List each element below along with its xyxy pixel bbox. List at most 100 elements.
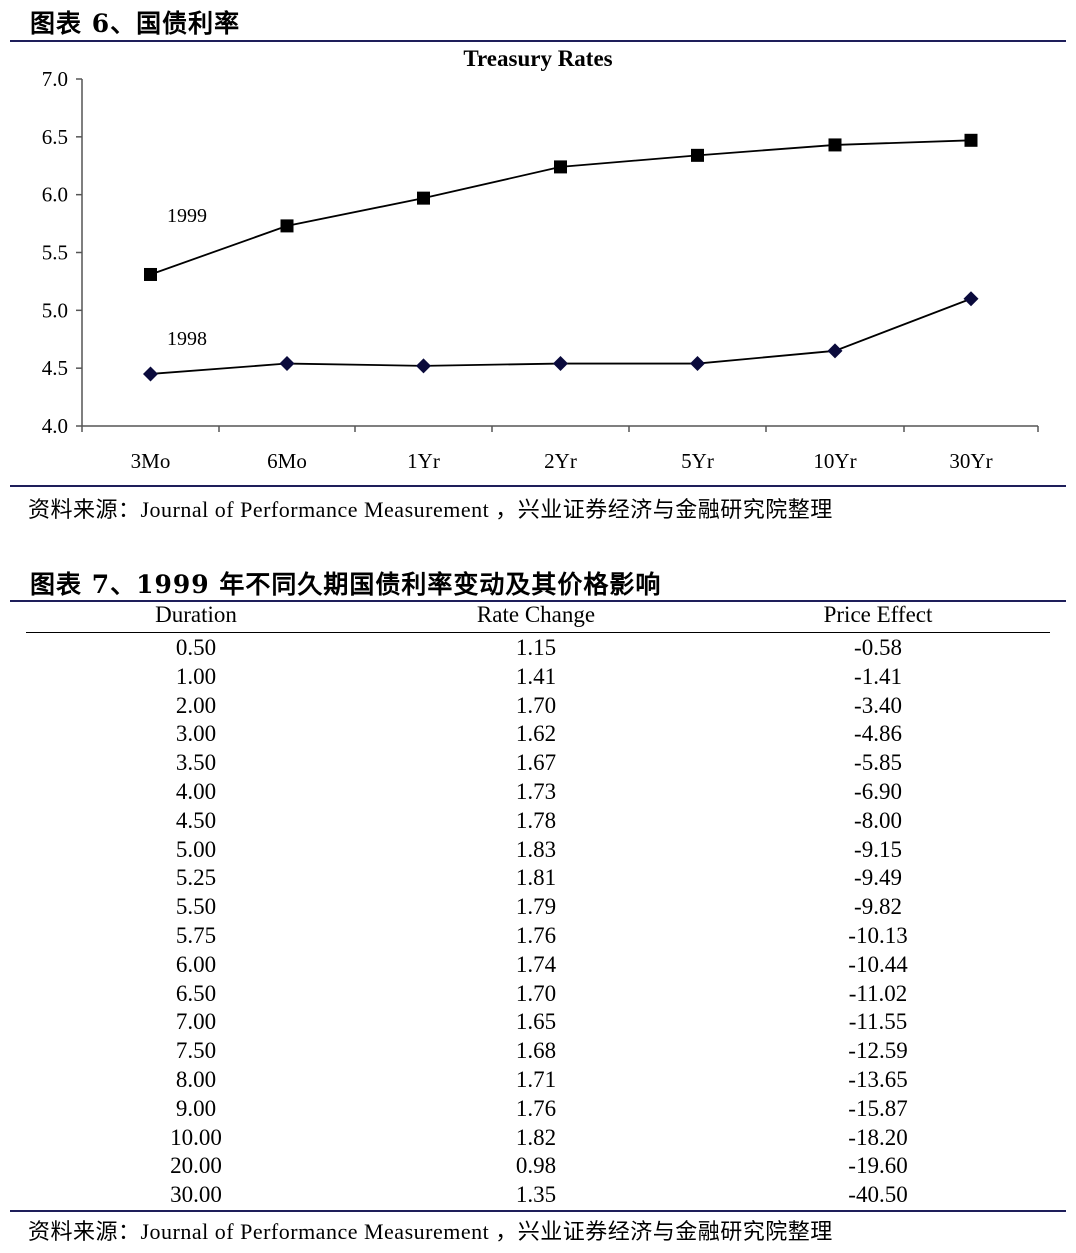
cell-rate-change: 1.81 [515, 865, 557, 891]
x-tick-label: 30Yr [949, 449, 992, 473]
table-row: 4.50 1.78 -8.00 [26, 807, 1050, 836]
cell-rate-change: 1.76 [515, 1095, 557, 1121]
table-row: 30.00 1.35 -40.50 [26, 1181, 1050, 1210]
cell-price-effect: -9.49 [854, 865, 902, 891]
table-row: 9.00 1.76 -15.87 [26, 1095, 1050, 1124]
cell-price-effect: -10.44 [848, 951, 908, 977]
cell-price-effect: -0.58 [854, 635, 902, 660]
treasury-rates-chart: Treasury Rates 7.0 6.5 6.0 5.5 5.0 4.5 4.0 3Mo 6M… [42, 46, 1039, 473]
cell-price-effect: -10.13 [848, 922, 908, 948]
cell-duration: 5.25 [175, 865, 217, 891]
cell-rate-change: 1.41 [515, 663, 557, 689]
data-point-1999 [554, 160, 567, 174]
cell-duration: 6.50 [175, 980, 217, 1006]
figure7-top-rule [10, 600, 1066, 602]
table-row: 10.00 1.82 -18.20 [26, 1124, 1050, 1153]
cell-duration: 4.00 [175, 778, 217, 804]
cell-duration: 7.00 [175, 1009, 217, 1035]
table-row: 5.50 1.79 -9.82 [26, 893, 1050, 922]
cell-duration: 7.50 [175, 1038, 217, 1064]
y-tick-label: 6.5 [42, 125, 68, 149]
table-row: 4.00 1.73 -6.90 [26, 778, 1050, 807]
series-label-1999: 1999 [167, 205, 207, 227]
cell-duration: 4.50 [175, 807, 217, 833]
cell-duration: 30.00 [170, 1182, 222, 1208]
cell-duration: 3.00 [175, 721, 217, 747]
table-row: 7.50 1.68 -12.59 [26, 1037, 1050, 1066]
table-row: 6.00 1.74 -10.44 [26, 951, 1050, 980]
cell-duration: 0.50 [175, 635, 217, 660]
table-row: 8.00 1.71 -13.65 [26, 1066, 1050, 1095]
y-tick-label: 4.0 [42, 414, 68, 438]
cell-price-effect: -19.60 [848, 1153, 908, 1179]
table-row: 5.75 1.76 -10.13 [26, 922, 1050, 951]
cell-duration: 5.50 [175, 894, 217, 920]
data-point-1998 [143, 366, 158, 382]
cell-price-effect: -1.41 [854, 663, 902, 689]
data-point-1999 [280, 219, 294, 233]
cell-duration: 9.00 [175, 1095, 217, 1121]
cell-price-effect: -4.86 [854, 721, 902, 747]
cell-price-effect: -3.40 [854, 692, 902, 718]
cell-price-effect: -40.50 [848, 1182, 908, 1208]
cell-rate-change: 1.70 [515, 692, 557, 718]
x-tick-label: 3Mo [131, 449, 171, 473]
x-tick-label: 2Yr [544, 449, 577, 473]
data-point-1999 [417, 191, 430, 205]
cell-rate-change: 1.15 [515, 635, 557, 660]
cell-duration: 6.00 [175, 951, 217, 977]
series-label-1998: 1998 [167, 328, 207, 350]
chart-title: Treasury Rates [463, 46, 612, 71]
figure7-bottom-rule [10, 1210, 1066, 1212]
cell-price-effect: -9.15 [854, 836, 902, 862]
cell-rate-change: 1.67 [515, 750, 557, 776]
x-tick-label: 5Yr [681, 449, 714, 473]
table-row: 2.00 1.70 -3.40 [26, 692, 1050, 721]
figure6-bottom-rule [10, 485, 1066, 487]
table-row: 5.00 1.83 -9.15 [26, 836, 1050, 865]
table-row: 7.00 1.65 -11.55 [26, 1008, 1050, 1037]
cell-duration: 1.00 [175, 663, 217, 689]
cell-rate-change: 1.71 [515, 1066, 557, 1092]
header-rate-change: Rate Change [476, 602, 596, 627]
cell-price-effect: -13.65 [848, 1066, 908, 1092]
data-point-1999 [964, 133, 978, 147]
cell-price-effect: -9.82 [854, 894, 902, 920]
cell-duration: 5.75 [175, 922, 217, 948]
table-row: 1.00 1.41 -1.41 [26, 663, 1050, 692]
cell-duration: 8.00 [175, 1066, 217, 1092]
table-row: 20.00 0.98 -19.60 [26, 1152, 1050, 1181]
cell-rate-change: 0.98 [515, 1153, 557, 1179]
x-tick-label: 6Mo [267, 449, 307, 473]
cell-price-effect: -8.00 [854, 807, 902, 833]
data-point-1999 [691, 148, 704, 162]
table-row: 3.50 1.67 -5.85 [26, 749, 1050, 778]
figure6-source: 资料来源：Journal of Performance Measurement … [28, 497, 833, 522]
cell-rate-change: 1.83 [515, 836, 557, 862]
cell-rate-change: 1.74 [515, 951, 557, 977]
cell-rate-change: 1.82 [515, 1124, 557, 1150]
cell-duration: 2.00 [175, 692, 217, 718]
cell-rate-change: 1.62 [515, 721, 557, 747]
cell-duration: 3.50 [175, 750, 217, 776]
figure6-title: 图表 6、国债利率 [30, 9, 241, 38]
header-duration: Duration [155, 602, 237, 627]
cell-price-effect: -12.59 [848, 1038, 908, 1064]
cell-duration: 5.00 [175, 836, 217, 862]
data-point-1998 [963, 291, 979, 307]
y-tick-label: 4.5 [42, 356, 68, 380]
cell-rate-change: 1.78 [515, 807, 557, 833]
figure6-top-rule [10, 40, 1066, 42]
data-point-1998 [416, 358, 431, 374]
table-body: 0.50 1.15 -0.58 1.00 1.41 -1.41 2.00 1.70 -3.40 3… [26, 634, 1050, 1210]
table-header: Duration Rate Change Price Effect [26, 602, 1050, 633]
cell-rate-change: 1.70 [515, 980, 557, 1006]
header-price-effect: Price Effect [823, 602, 933, 627]
data-point-1998 [553, 356, 568, 372]
cell-rate-change: 1.76 [515, 922, 557, 948]
cell-rate-change: 1.35 [515, 1182, 557, 1208]
x-tick-label: 1Yr [407, 449, 440, 473]
cell-price-effect: -5.85 [854, 750, 902, 776]
table-row: 6.50 1.70 -11.02 [26, 980, 1050, 1009]
data-point-1998 [827, 343, 843, 359]
